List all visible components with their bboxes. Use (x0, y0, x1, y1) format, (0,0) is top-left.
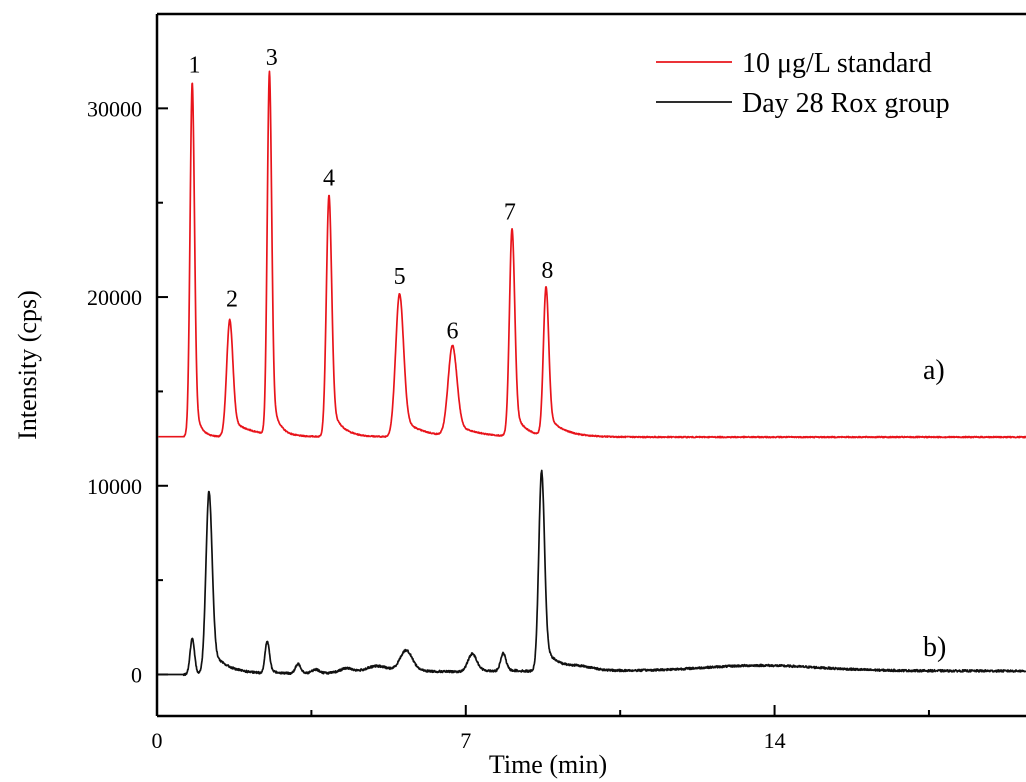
trace-line (157, 469, 1026, 677)
x-tick-label: 14 (764, 728, 786, 753)
plot-frame (155, 12, 1026, 718)
y-tick-label: 20000 (87, 285, 142, 310)
trace-label: a) (923, 355, 945, 386)
x-tick-label: 7 (460, 728, 471, 753)
peak-label: 8 (541, 258, 553, 284)
traces (157, 70, 1026, 677)
peak-label: 7 (504, 200, 516, 226)
x-axis-title: Time (min) (489, 750, 607, 779)
tick-labels: 0 7 14 0 10000 20000 30000 (87, 96, 786, 753)
y-tick-label: 30000 (87, 96, 142, 121)
peak-label: 3 (266, 45, 278, 71)
y-tick-label: 10000 (87, 474, 142, 499)
peak-labels: 1 2 3 4 5 6 7 8 (188, 45, 553, 345)
peak-label: 4 (323, 166, 335, 192)
trace-label: b) (923, 632, 946, 663)
y-axis-title: Intensity (cps) (13, 290, 42, 439)
trace-labels: a) b) (923, 355, 946, 663)
legend: 10 μg/L standard Day 28 Rox group (656, 48, 950, 119)
legend-label: 10 μg/L standard (742, 48, 932, 79)
peak-label: 6 (447, 319, 459, 345)
peak-label: 1 (188, 53, 200, 79)
peak-label: 2 (226, 287, 238, 313)
peak-label: 5 (394, 264, 406, 290)
y-tick-label: 0 (131, 662, 142, 687)
legend-label: Day 28 Rox group (742, 88, 950, 119)
x-tick-label: 0 (152, 728, 163, 753)
axis-ticks (156, 107, 930, 716)
trace-line (157, 70, 1026, 439)
